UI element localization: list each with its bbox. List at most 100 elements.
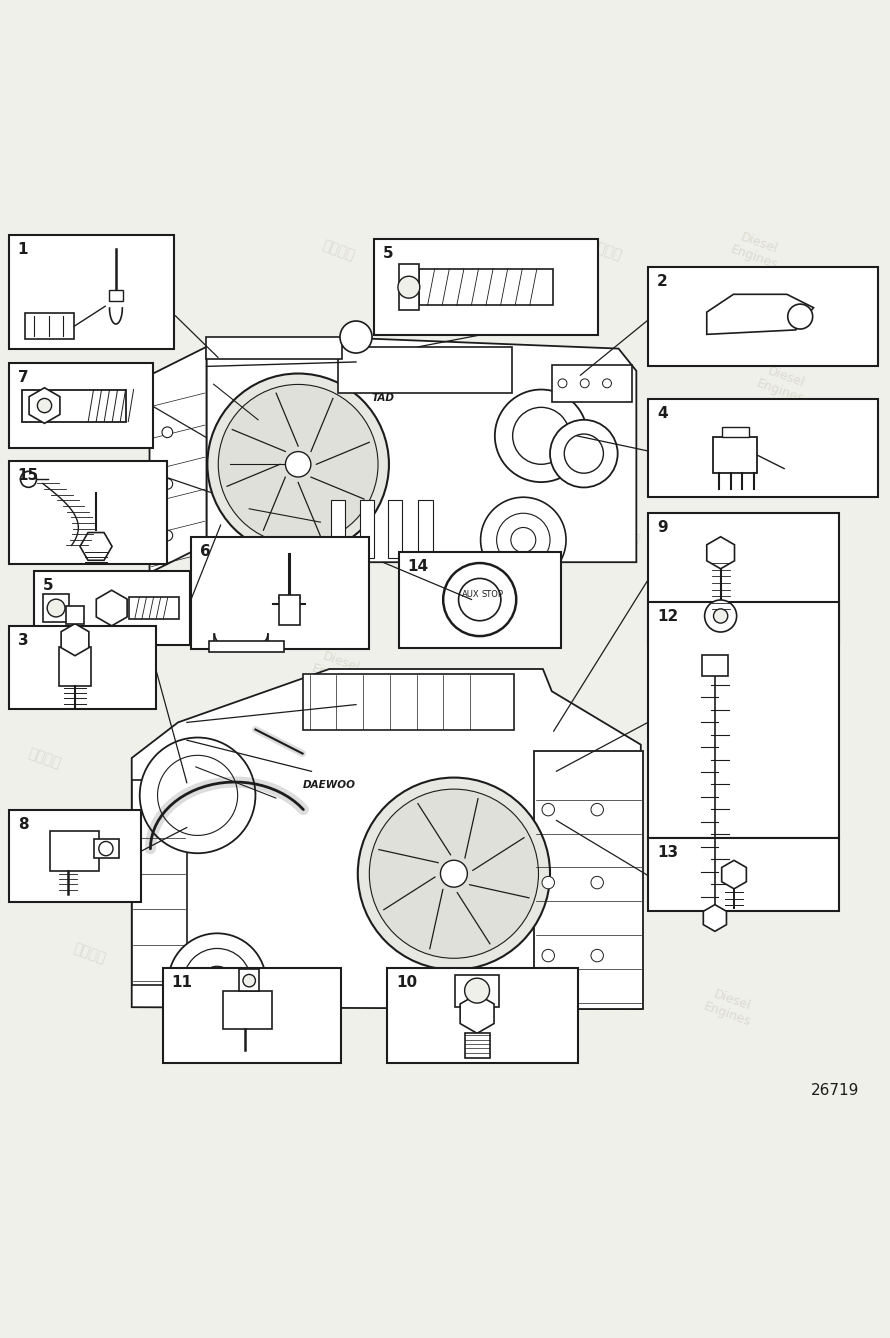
Circle shape <box>542 876 554 888</box>
Text: 柴发动力: 柴发动力 <box>71 942 107 966</box>
Text: Diesel
Engines: Diesel Engines <box>729 229 784 273</box>
Bar <box>50 831 99 871</box>
Bar <box>59 646 91 686</box>
Bar <box>360 500 374 558</box>
Text: STOP: STOP <box>481 590 503 598</box>
Circle shape <box>550 420 618 487</box>
Circle shape <box>542 950 554 962</box>
Text: TAD: TAD <box>371 392 394 403</box>
Text: 柴发动力: 柴发动力 <box>27 408 62 432</box>
Text: 6: 6 <box>200 545 211 559</box>
Text: 柴发动力: 柴发动力 <box>498 710 534 735</box>
Text: 1: 1 <box>18 242 28 257</box>
Text: Diesel
Engines: Diesel Engines <box>756 363 811 405</box>
Bar <box>22 389 126 421</box>
Text: Diesel
Engines: Diesel Engines <box>17 826 72 868</box>
Text: 7: 7 <box>18 371 28 385</box>
Circle shape <box>243 974 255 987</box>
Circle shape <box>162 530 173 541</box>
Polygon shape <box>61 624 89 656</box>
Bar <box>648 266 878 367</box>
Text: 13: 13 <box>657 846 678 860</box>
Circle shape <box>358 777 550 970</box>
Circle shape <box>591 876 603 888</box>
Text: Diesel
Engines: Diesel Engines <box>168 363 223 405</box>
Bar <box>722 427 748 438</box>
Text: 柴发动力: 柴发动力 <box>89 638 125 664</box>
Circle shape <box>497 514 550 567</box>
Circle shape <box>140 737 255 854</box>
Text: Diesel
Engines: Diesel Engines <box>756 514 811 557</box>
Text: 26719: 26719 <box>811 1082 859 1098</box>
Circle shape <box>481 498 566 582</box>
Circle shape <box>201 966 233 998</box>
Circle shape <box>37 399 52 412</box>
Bar <box>132 780 187 985</box>
Polygon shape <box>96 590 127 626</box>
Polygon shape <box>150 347 206 573</box>
Bar <box>191 538 369 649</box>
Bar <box>648 602 839 838</box>
Text: 柴发动力: 柴发动力 <box>516 372 552 396</box>
Text: AUX: AUX <box>462 590 480 598</box>
Circle shape <box>564 434 603 474</box>
Bar <box>374 240 598 336</box>
Text: Diesel
Engines: Diesel Engines <box>284 933 339 975</box>
Polygon shape <box>707 537 734 569</box>
Text: 5: 5 <box>43 578 53 593</box>
Bar <box>648 838 839 911</box>
Circle shape <box>458 578 501 621</box>
Bar <box>130 597 179 618</box>
Bar <box>9 460 167 565</box>
Text: 11: 11 <box>172 975 193 990</box>
Circle shape <box>286 452 311 478</box>
Circle shape <box>207 373 389 555</box>
Circle shape <box>369 789 538 958</box>
Circle shape <box>513 407 570 464</box>
Bar <box>713 438 757 474</box>
Polygon shape <box>707 294 813 334</box>
Text: Diesel
Engines: Diesel Engines <box>684 719 740 761</box>
Circle shape <box>495 389 587 482</box>
Circle shape <box>558 379 567 388</box>
Bar <box>25 313 74 340</box>
Circle shape <box>218 384 378 545</box>
Bar <box>418 269 554 305</box>
Circle shape <box>580 379 589 388</box>
Circle shape <box>542 803 554 816</box>
Text: 5: 5 <box>383 246 393 261</box>
Text: Diesel
Engines: Diesel Engines <box>702 986 757 1029</box>
Text: 柴发动力: 柴发动力 <box>27 745 62 771</box>
Circle shape <box>443 563 516 636</box>
Text: 柴发动力: 柴发动力 <box>694 879 730 903</box>
Circle shape <box>441 860 467 887</box>
Text: 柴发动力: 柴发动力 <box>534 977 570 1002</box>
Bar <box>387 967 578 1064</box>
Circle shape <box>603 379 611 388</box>
Circle shape <box>183 949 251 1016</box>
Polygon shape <box>29 388 60 423</box>
Circle shape <box>398 276 420 298</box>
Polygon shape <box>460 994 494 1033</box>
Bar <box>303 674 514 729</box>
Bar <box>94 839 119 859</box>
Text: 柴发动力: 柴发动力 <box>587 238 623 264</box>
Bar <box>279 595 300 625</box>
Bar <box>399 551 561 648</box>
Text: 8: 8 <box>18 816 28 832</box>
Text: 15: 15 <box>18 468 39 483</box>
Text: DAEWOO: DAEWOO <box>303 780 356 789</box>
Bar <box>338 347 512 393</box>
Circle shape <box>20 471 36 487</box>
Bar <box>239 969 259 991</box>
Bar <box>206 337 342 360</box>
Bar <box>418 500 433 558</box>
Circle shape <box>591 803 603 816</box>
Circle shape <box>714 609 728 624</box>
Bar <box>388 500 402 558</box>
Polygon shape <box>206 339 636 562</box>
Circle shape <box>591 950 603 962</box>
Bar <box>331 500 345 558</box>
Text: Diesel
Engines: Diesel Engines <box>17 514 72 557</box>
Bar <box>223 991 272 1029</box>
